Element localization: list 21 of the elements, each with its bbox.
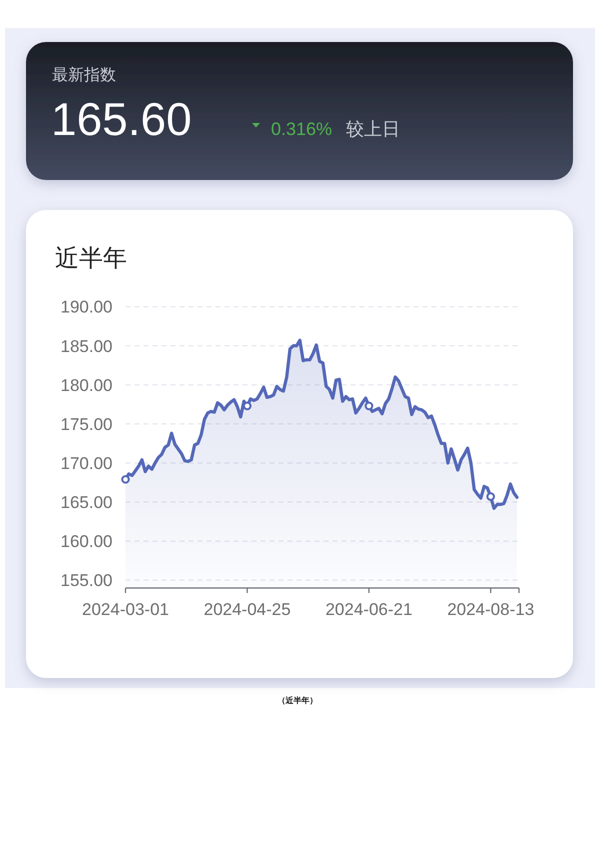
y-tick-label: 155.00 [60,571,112,590]
x-tick-label: 2024-03-01 [82,600,169,619]
x-tick-label: 2024-04-25 [204,600,291,619]
y-tick-label: 165.00 [60,493,112,512]
y-tick-label: 180.00 [60,376,112,395]
point [364,402,374,410]
point [121,475,130,484]
y-tick-label: 160.00 [60,532,112,552]
x-tick-label: 2024-06-21 [325,600,412,619]
text: （近半年） [278,696,318,705]
x-tick-label: 2024-08-13 [447,600,534,619]
y-tick-label: 170.00 [60,454,112,473]
point [486,492,495,501]
y-tick-label: 190.00 [60,298,112,317]
chart-title: 近半年 [55,245,127,272]
text: 0.316% [271,119,332,139]
y-tick-label: 185.00 [60,336,112,356]
text: 165.60 [51,93,192,145]
y-tick-label: 175.00 [60,414,112,434]
text: 最新指数 [52,66,116,84]
text: 较上日 [346,119,400,139]
